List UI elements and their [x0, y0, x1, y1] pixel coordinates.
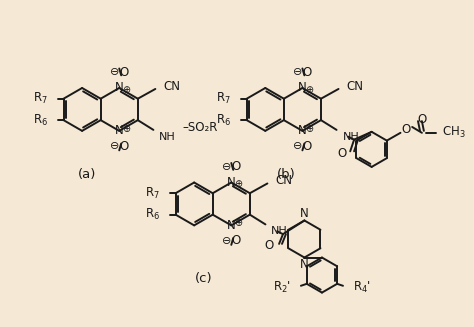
Text: (a): (a) [78, 168, 96, 181]
Text: ⊕: ⊕ [234, 180, 242, 189]
Text: O: O [119, 66, 129, 79]
Text: NH: NH [342, 132, 359, 142]
Text: N: N [227, 176, 236, 189]
Text: N: N [300, 258, 309, 270]
Text: O: O [338, 147, 347, 160]
Text: O: O [401, 123, 411, 136]
Text: ⊕: ⊕ [122, 124, 130, 134]
Text: R$_7$: R$_7$ [145, 186, 160, 201]
Text: ⊕: ⊕ [234, 218, 242, 229]
Text: O: O [231, 234, 241, 248]
Text: ⊕: ⊕ [122, 85, 130, 95]
Text: R$_6$: R$_6$ [216, 112, 231, 128]
Text: CN: CN [346, 79, 363, 93]
Text: CH$_3$: CH$_3$ [442, 125, 466, 140]
Text: N: N [115, 124, 124, 137]
Text: O: O [303, 140, 312, 153]
Text: N: N [298, 124, 307, 137]
Text: (b): (b) [277, 168, 296, 181]
Text: R$_7$: R$_7$ [216, 91, 231, 106]
Text: N: N [227, 219, 236, 232]
Text: R$_6$: R$_6$ [145, 207, 160, 222]
Text: R$_6$: R$_6$ [33, 112, 48, 128]
Text: R$_4$': R$_4$' [353, 280, 371, 295]
Text: ⊖: ⊖ [293, 142, 302, 151]
Text: ⊕: ⊕ [305, 124, 313, 134]
Text: N: N [300, 208, 309, 220]
Text: O: O [264, 239, 274, 252]
Text: R$_2$': R$_2$' [273, 280, 291, 295]
Text: CN: CN [163, 79, 180, 93]
Text: –SO₂R: –SO₂R [182, 121, 218, 134]
Text: CN: CN [275, 174, 292, 187]
Text: O: O [303, 66, 312, 79]
Text: NH: NH [159, 132, 176, 142]
Text: O: O [417, 113, 427, 126]
Text: ⊖: ⊖ [222, 162, 231, 172]
Text: NH: NH [271, 226, 288, 236]
Text: ⊖: ⊖ [293, 67, 302, 77]
Text: N: N [298, 81, 307, 95]
Text: N: N [115, 81, 124, 95]
Text: ⊖: ⊖ [109, 67, 119, 77]
Text: ⊖: ⊖ [222, 236, 231, 246]
Text: ⊖: ⊖ [109, 142, 119, 151]
Text: O: O [231, 161, 241, 173]
Text: R$_7$: R$_7$ [33, 91, 48, 106]
Text: (c): (c) [195, 272, 213, 285]
Text: O: O [119, 140, 129, 153]
Text: ⊕: ⊕ [305, 85, 313, 95]
